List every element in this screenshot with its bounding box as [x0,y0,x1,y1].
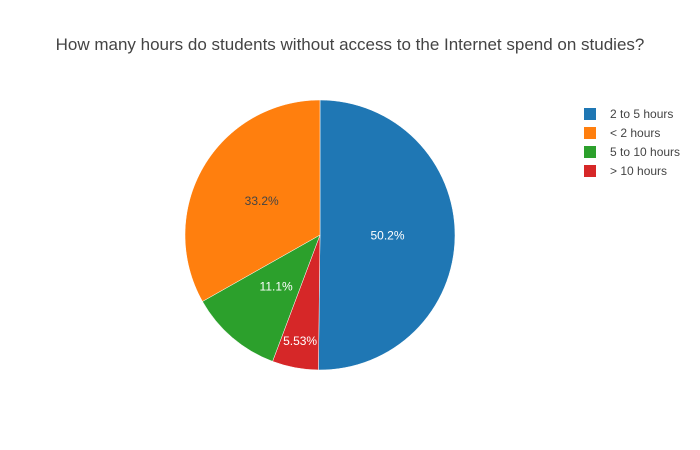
legend-item-gt-10-hours[interactable]: > 10 hours [584,164,667,178]
pie-slices [184,99,456,371]
legend-label-2-to-5-hours: 2 to 5 hours [610,107,673,121]
pie-slice-2-to-5-hours [318,99,456,371]
legend-swatch-lt-2-hours [584,127,596,139]
pie-slice-5-to-10-hours [202,234,321,362]
legend-item-5-to-10-hours[interactable]: 5 to 10 hours [584,145,680,159]
slice-label-gt-10-hours: 5.53% [283,334,317,348]
slice-label-lt-2-hours: 33.2% [245,194,279,208]
legend-label-5-to-10-hours: 5 to 10 hours [610,145,680,159]
legend-item-lt-2-hours[interactable]: < 2 hours [584,126,660,140]
legend-swatch-5-to-10-hours [584,146,596,158]
legend-item-2-to-5-hours[interactable]: 2 to 5 hours [584,107,673,121]
legend-label-gt-10-hours: > 10 hours [610,164,667,178]
legend-swatch-2-to-5-hours [584,108,596,120]
legend-label-lt-2-hours: < 2 hours [610,126,660,140]
pie-slice-labels: 50.2% 5.53% 11.1% 33.2% [245,194,405,348]
pie-slice-lt-2-hours [184,99,321,302]
legend: 2 to 5 hours < 2 hours 5 to 10 hours > 10 h… [584,107,680,178]
chart-title: How many hours do students without acces… [56,35,645,54]
legend-swatch-gt-10-hours [584,165,596,177]
slice-label-2-to-5-hours: 50.2% [370,228,404,242]
slice-label-5-to-10-hours: 11.1% [260,279,293,293]
